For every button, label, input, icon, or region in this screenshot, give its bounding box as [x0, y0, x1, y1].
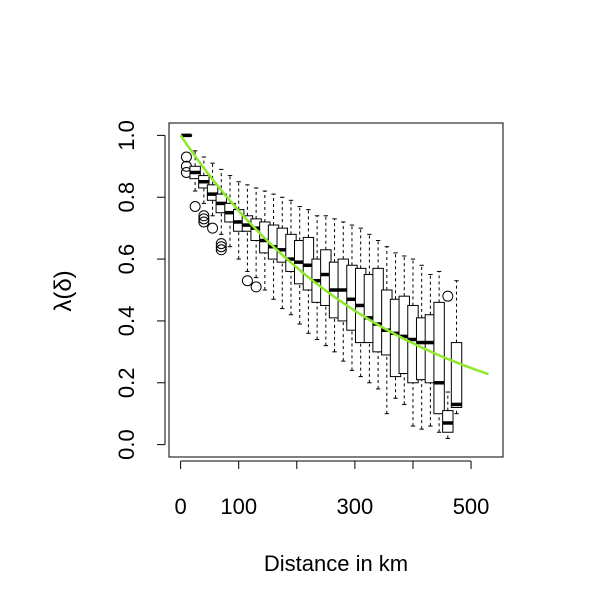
y-axis-label: λ(δ): [50, 270, 77, 311]
box-1: [189, 150, 201, 212]
x-tick-label: 100: [220, 494, 257, 519]
box-31: [450, 280, 463, 415]
y-axis: 0.0 0.2 0.4 0.6 0.8 1.0: [114, 120, 166, 460]
box-30: [442, 290, 454, 439]
curve-layer: [179, 134, 489, 376]
x-tick-label: 300: [337, 494, 374, 519]
x-tick-label: 0: [174, 494, 186, 519]
outlier-point: [250, 281, 262, 293]
outlier-point: [198, 213, 210, 225]
box-iqr: [450, 342, 463, 409]
outlier-point: [215, 241, 227, 253]
y-tick-label: 0.2: [114, 368, 139, 399]
x-tick-label: 500: [453, 494, 490, 519]
outlier-point: [442, 290, 454, 302]
outlier-point: [180, 151, 192, 163]
outlier-point: [207, 222, 219, 234]
box-2: [198, 156, 210, 228]
fitted-curve: [179, 134, 489, 376]
y-tick-label: 0.0: [114, 429, 139, 460]
outlier-point: [215, 244, 227, 256]
outlier-point: [241, 275, 253, 287]
outlier-point: [198, 216, 210, 228]
outlier-point: [198, 210, 210, 222]
box-3: [206, 162, 219, 234]
x-axis: 0 100 300 500: [174, 460, 490, 519]
y-tick-label: 0.8: [114, 182, 139, 213]
outlier-point: [189, 201, 201, 212]
plot-frame: [168, 122, 504, 458]
y-tick-label: 0.4: [114, 306, 139, 337]
y-tick-label: 0.6: [114, 244, 139, 275]
outlier-point: [215, 238, 227, 250]
box-29: [433, 270, 445, 433]
y-tick-label: 1.0: [114, 120, 139, 151]
x-axis-label: Distance in km: [264, 551, 408, 576]
